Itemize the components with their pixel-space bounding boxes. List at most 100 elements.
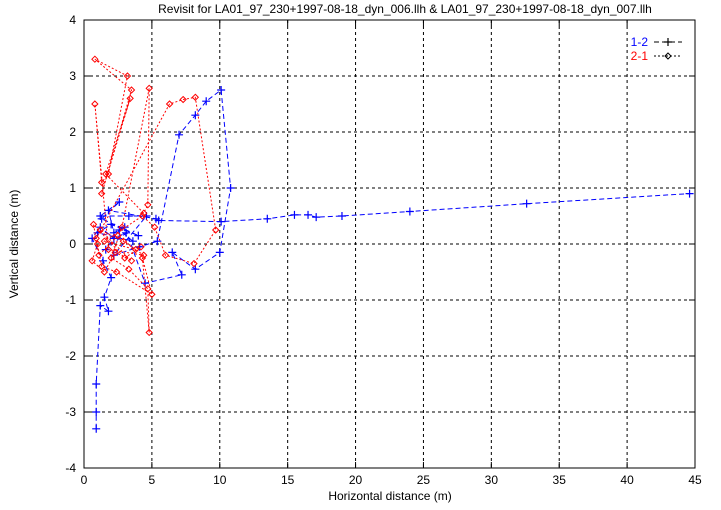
diamond-marker bbox=[97, 178, 106, 187]
diamond-marker bbox=[111, 248, 119, 257]
plot-frame bbox=[83, 19, 696, 469]
plus-marker bbox=[290, 210, 299, 219]
diamond-marker bbox=[664, 52, 672, 60]
x-tick-label: 0 bbox=[81, 473, 88, 487]
diamond-marker bbox=[161, 251, 170, 259]
plus-marker bbox=[217, 86, 226, 94]
diamond-marker bbox=[95, 251, 103, 259]
diamond-marker bbox=[127, 86, 136, 94]
diamond-marker bbox=[123, 72, 132, 80]
plus-marker bbox=[122, 228, 131, 237]
diamond-marker bbox=[118, 223, 126, 231]
plus-marker bbox=[405, 207, 414, 216]
plus-marker bbox=[128, 237, 137, 246]
y-tick-label: 1 bbox=[69, 181, 76, 195]
diamond-marker bbox=[131, 245, 140, 254]
plus-marker bbox=[226, 184, 235, 192]
diamond-marker bbox=[127, 257, 136, 265]
diamond-marker bbox=[145, 84, 153, 93]
plus-marker bbox=[217, 217, 226, 226]
x-tick-label: 40 bbox=[620, 473, 634, 487]
legend-label-1-2: 1-2 bbox=[631, 35, 649, 49]
x-tick-label: 30 bbox=[485, 473, 499, 487]
y-tick-label: -2 bbox=[65, 349, 76, 363]
plus-marker bbox=[304, 210, 313, 219]
diamond-marker bbox=[96, 226, 105, 234]
x-axis-label: Horizontal distance (m) bbox=[328, 489, 451, 503]
diamond-marker bbox=[165, 100, 174, 108]
diamond-marker bbox=[97, 262, 106, 271]
plus-marker bbox=[96, 301, 105, 310]
x-tick-label: 5 bbox=[149, 473, 156, 487]
plus-marker bbox=[337, 212, 346, 220]
plus-marker bbox=[664, 38, 672, 46]
plus-marker bbox=[134, 231, 143, 240]
x-tick-label: 20 bbox=[349, 473, 363, 487]
legend-label-2-1: 2-1 bbox=[631, 49, 649, 63]
diamond-marker bbox=[97, 189, 106, 198]
plus-marker bbox=[175, 130, 184, 139]
x-tick-label: 25 bbox=[417, 473, 431, 487]
plus-marker bbox=[191, 265, 200, 274]
diamond-marker bbox=[88, 257, 96, 265]
diamond-marker bbox=[92, 234, 100, 243]
plus-marker bbox=[92, 408, 101, 416]
diamond-marker bbox=[191, 93, 200, 101]
plus-marker bbox=[191, 111, 200, 120]
diamond-marker bbox=[89, 220, 98, 229]
diamond-marker bbox=[119, 237, 128, 245]
plus-marker bbox=[215, 248, 224, 257]
diamond-marker bbox=[114, 231, 122, 240]
plus-marker bbox=[153, 237, 162, 246]
plus-marker bbox=[685, 189, 694, 198]
plus-marker bbox=[104, 307, 113, 316]
diamond-marker bbox=[211, 226, 220, 234]
x-tick-label: 15 bbox=[281, 473, 295, 487]
diamond-marker bbox=[102, 170, 110, 178]
plus-marker bbox=[168, 248, 177, 257]
y-tick-label: 4 bbox=[69, 13, 76, 27]
diamond-marker bbox=[126, 94, 134, 103]
plus-marker bbox=[135, 242, 144, 251]
diamond-marker bbox=[148, 290, 156, 299]
y-tick-label: 0 bbox=[69, 237, 76, 251]
y-tick-label: -4 bbox=[65, 461, 76, 475]
plus-marker bbox=[177, 270, 186, 279]
diamond-marker bbox=[100, 237, 109, 245]
x-tick-label: 10 bbox=[213, 473, 227, 487]
diamond-marker bbox=[104, 245, 113, 254]
chart-title: Revisit for LA01_97_230+1997-08-18_dyn_0… bbox=[158, 2, 652, 16]
diamond-marker bbox=[140, 209, 148, 217]
diamond-marker bbox=[93, 240, 102, 248]
x-tick-label: 45 bbox=[688, 473, 702, 487]
plus-marker bbox=[92, 424, 101, 433]
diamond-marker bbox=[144, 285, 152, 293]
diamond-marker bbox=[179, 95, 187, 104]
plus-marker bbox=[312, 213, 321, 222]
y-tick-label: 2 bbox=[69, 125, 76, 139]
diamond-marker bbox=[144, 201, 152, 209]
diamond-marker bbox=[140, 251, 148, 259]
plus-marker bbox=[96, 212, 105, 220]
plus-marker bbox=[107, 220, 116, 229]
diamond-marker bbox=[150, 223, 159, 231]
x-tick-label: 35 bbox=[553, 473, 567, 487]
plus-marker bbox=[522, 199, 531, 208]
diamond-marker bbox=[125, 265, 133, 273]
diamond-marker bbox=[91, 55, 99, 63]
plus-marker bbox=[263, 214, 272, 223]
diamond-marker bbox=[138, 254, 147, 262]
series-1-2 bbox=[88, 86, 694, 433]
plus-marker bbox=[124, 212, 133, 220]
plus-marker bbox=[100, 293, 109, 302]
diamond-marker bbox=[104, 170, 113, 178]
plus-marker bbox=[202, 97, 211, 106]
y-axis-label: Vertical distance (m) bbox=[7, 190, 21, 299]
diamond-marker bbox=[145, 328, 153, 337]
plus-marker bbox=[92, 380, 101, 388]
series-line bbox=[91, 89, 690, 429]
diamond-marker bbox=[107, 254, 115, 262]
diamond-marker bbox=[112, 268, 121, 276]
